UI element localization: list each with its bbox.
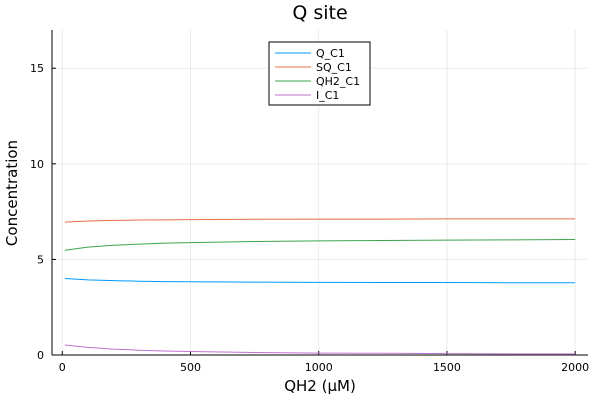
chart-title: Q site: [292, 2, 347, 24]
tick-labels: 0 500 1000 1500 2000 0 5 10 15: [30, 62, 589, 374]
axes: [51, 30, 588, 356]
series-line-q-c1: [64, 278, 576, 284]
y-tick-label: 15: [30, 62, 44, 75]
y-tick-label: 5: [37, 253, 44, 266]
x-axis-label: QH2 (μM): [284, 377, 356, 395]
series-line-i-c1: [64, 344, 576, 355]
y-tick-label: 10: [30, 158, 44, 171]
y-tick-label: 0: [37, 349, 44, 362]
legend-label: I_C1: [316, 89, 339, 102]
series-lines: [64, 218, 576, 355]
legend-label: Q_C1: [316, 47, 345, 60]
series-line-qh2-c1: [64, 239, 576, 251]
y-axis-label: Concentration: [3, 140, 21, 246]
x-tick-label: 500: [180, 361, 201, 374]
legend-label: QH2_C1: [316, 75, 360, 88]
x-tick-label: 0: [59, 361, 66, 374]
legend-label: SQ_C1: [316, 61, 352, 74]
x-tick-label: 1500: [433, 361, 461, 374]
x-tick-label: 1000: [305, 361, 333, 374]
series-line-sq-c1: [64, 218, 576, 223]
x-tick-label: 2000: [561, 361, 589, 374]
